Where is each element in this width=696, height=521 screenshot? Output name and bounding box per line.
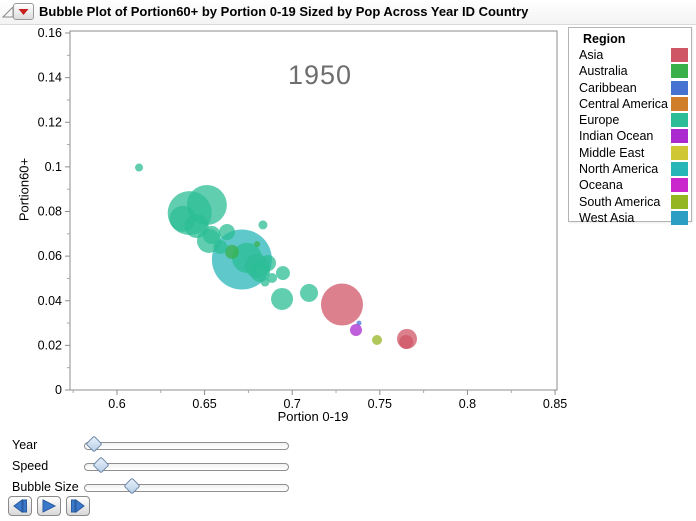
legend-title: Region [583,32,626,46]
legend-item[interactable]: Asia [569,47,691,63]
bubble-europe[interactable] [300,283,319,302]
bubble-size-slider-label: Bubble Size [12,480,79,494]
bubble-europe[interactable] [271,287,294,310]
speed-slider-row: Speed [0,456,320,479]
legend-item-label: Asia [579,48,604,62]
legend-item[interactable]: Middle East [569,145,691,161]
bubble-south-america[interactable] [372,335,383,346]
x-tick-label: 0.75 [368,397,392,411]
bubble-europe[interactable] [260,255,277,272]
bubble-europe[interactable] [260,277,270,287]
bubble-europe[interactable] [213,239,228,254]
legend-item[interactable]: Caribbean [569,80,691,96]
speed-slider-thumb[interactable] [92,456,110,474]
step-forward-icon [71,499,85,513]
y-tick-label: 0 [55,383,62,397]
legend-item[interactable]: Europe [569,112,691,128]
legend-item-label: Europe [579,113,620,128]
year-slider-row: Year [0,435,320,458]
legend-item-label: West Asia [579,210,635,225]
legend-color-swatch [671,48,688,62]
year-slider-thumb[interactable] [85,435,103,453]
report-title-bar: Bubble Plot of Portion60+ by Portion 0-1… [0,0,696,25]
bubble-europe[interactable] [202,225,221,244]
x-tick-label: 0.7 [284,397,301,411]
legend-item-label: Caribbean [579,80,637,95]
y-tick-label: 0.08 [38,205,62,219]
step-back-icon [13,499,27,513]
year-slider[interactable] [84,435,289,453]
play-icon [42,499,57,513]
legend-item[interactable]: North America [569,161,691,177]
legend-color-swatch [671,64,688,79]
red-triangle-icon [18,8,29,15]
x-tick-label: 0.6 [108,397,125,411]
legend-color-swatch [671,96,688,111]
bubble-asia[interactable] [320,283,363,326]
region-legend: Region Asia Australia Caribbean Central Ame… [568,27,692,225]
legend-item-label: Middle East [579,145,645,160]
year-slider-label: Year [12,438,38,452]
plot-frame [69,30,558,391]
speed-slider[interactable] [84,456,289,474]
bubble-size-slider-row: Bubble Size [0,477,320,500]
bubble-indian-ocean[interactable] [349,323,362,336]
legend-color-swatch [671,194,688,209]
y-tick-label: 0.04 [38,294,62,308]
step-forward-button[interactable] [66,496,90,516]
x-tick-label: 0.65 [192,397,216,411]
legend-item[interactable]: Australia [569,63,691,79]
bubble-asia[interactable] [399,335,414,350]
legend-item[interactable]: Central America [569,96,691,112]
step-back-button[interactable] [8,496,32,516]
red-triangle-menu-button[interactable] [13,3,34,20]
bubble-size-slider[interactable] [84,477,289,495]
legend-color-swatch [671,178,688,193]
legend-color-swatch [671,145,688,160]
x-tick-label: 0.85 [543,397,567,411]
playback-controls [8,496,90,516]
legend-color-swatch [671,113,688,128]
legend-item-label: Australia [579,64,628,79]
legend-item[interactable]: West Asia [569,210,691,226]
speed-slider-label: Speed [12,459,49,473]
legend-item-list: Asia Australia Caribbean Central America Eur… [569,47,691,226]
bubble-europe[interactable] [258,220,268,230]
year-annotation: 1950 [287,60,353,90]
legend-item-label: Indian Ocean [579,129,654,144]
x-tick-label: 0.8 [459,397,476,411]
y-tick-label: 0.02 [38,338,62,352]
legend-color-swatch [671,129,688,144]
bubble-europe[interactable] [135,163,144,172]
y-axis-title: Portion60+ [16,157,32,222]
bubble-plot-canvas: 0.6 0.65 0.7 0.75 0.8 0.85 0 0.02 0.04 0.06 0.08 0.… [38,26,568,411]
play-button[interactable] [37,496,61,516]
legend-item[interactable]: South America [569,194,691,210]
y-tick-label: 0.12 [38,115,62,129]
legend-item-label: South America [579,194,661,209]
bubble-australia[interactable] [224,244,239,259]
legend-color-swatch [671,210,688,225]
bubble-europe[interactable] [275,266,290,281]
bubble-europe[interactable] [267,272,278,283]
bubble-size-slider-thumb[interactable] [123,477,141,495]
legend-item-label: Oceana [579,178,623,193]
y-tick-label: 0.06 [38,249,62,263]
legend-color-swatch [671,162,688,177]
legend-item[interactable]: Indian Ocean [569,128,691,144]
y-tick-label: 0.14 [38,71,62,85]
y-tick-label: 0.1 [45,160,62,174]
bubble-europe[interactable] [219,224,236,241]
report-title: Bubble Plot of Portion60+ by Portion 0-1… [39,4,529,19]
legend-item-label: Central America [579,96,668,111]
legend-item[interactable]: Oceana [569,177,691,193]
bubble-australia[interactable] [254,241,261,248]
y-tick-label: 0.16 [38,26,62,40]
legend-color-swatch [671,80,688,95]
x-axis-title: Portion 0-19 [277,409,349,424]
legend-item-label: North America [579,162,659,177]
